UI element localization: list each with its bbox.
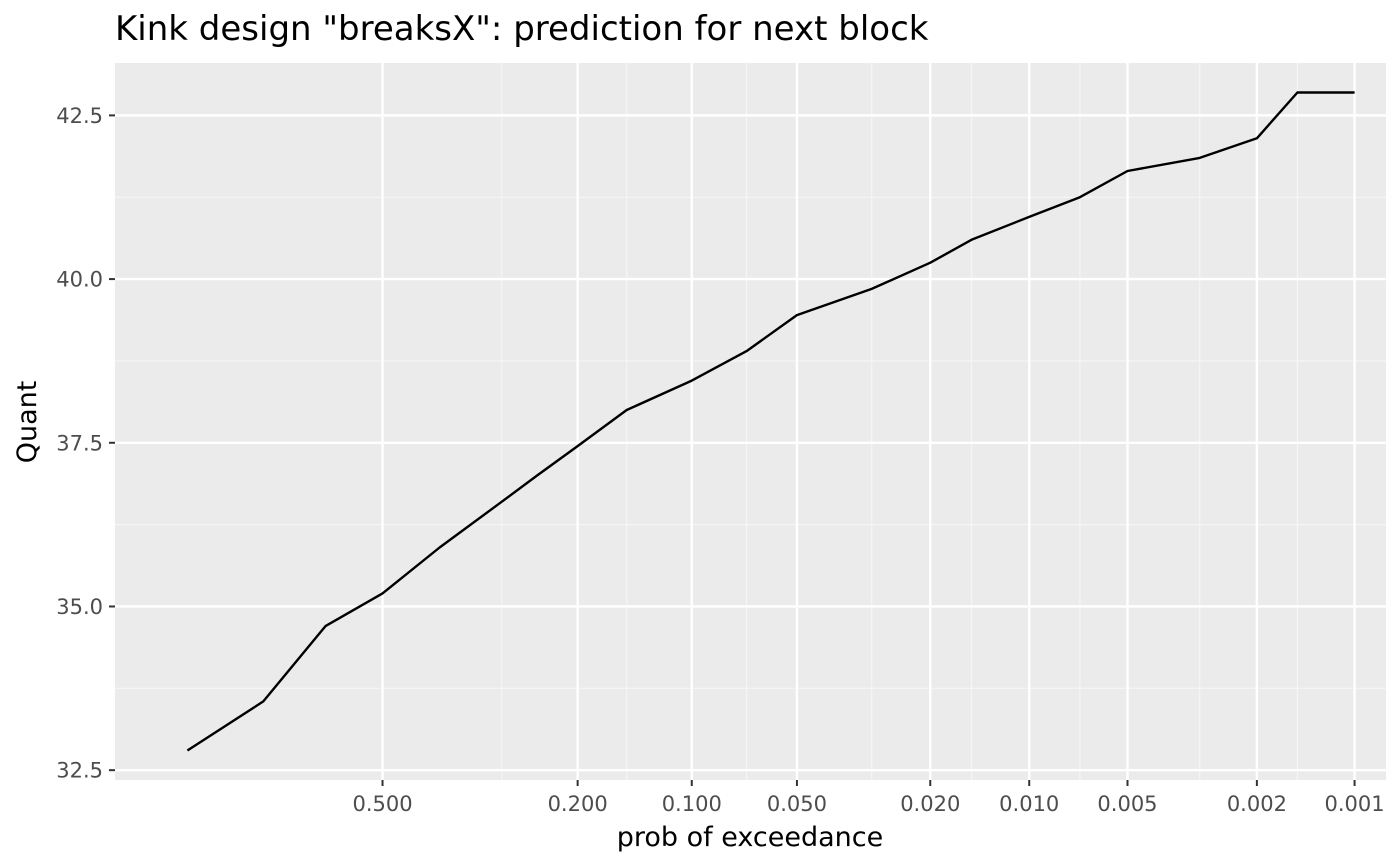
x-tick-label: 0.005 — [1097, 792, 1157, 816]
y-axis-title: Quant — [12, 381, 43, 464]
x-tick-label: 0.200 — [548, 792, 608, 816]
y-tick-label: 42.5 — [56, 104, 103, 128]
x-tick-label: 0.002 — [1227, 792, 1287, 816]
plot-panel — [115, 63, 1386, 780]
y-tick-label: 40.0 — [56, 268, 103, 292]
x-axis-title: prob of exceedance — [617, 822, 883, 853]
x-tick-label: 0.050 — [767, 792, 827, 816]
y-tick-label: 32.5 — [56, 759, 103, 783]
y-tick-label: 35.0 — [56, 595, 103, 619]
series-group — [186, 91, 1355, 752]
y-tick-label: 37.5 — [56, 431, 103, 455]
x-tick-label: 0.001 — [1325, 792, 1385, 816]
x-tick-label: 0.500 — [352, 792, 412, 816]
series-line — [186, 91, 1355, 752]
major-gridlines — [115, 63, 1386, 780]
chart-title: Kink design "breaksX": prediction for ne… — [115, 9, 929, 49]
x-tick-label: 0.010 — [999, 792, 1059, 816]
axes: 0.500 0.200 0.100 0.050 0.020 0.010 0.005 0.002… — [56, 104, 1384, 816]
x-tick-label: 0.020 — [900, 792, 960, 816]
minor-gridlines — [115, 63, 1386, 780]
x-tick-label: 0.100 — [662, 792, 722, 816]
